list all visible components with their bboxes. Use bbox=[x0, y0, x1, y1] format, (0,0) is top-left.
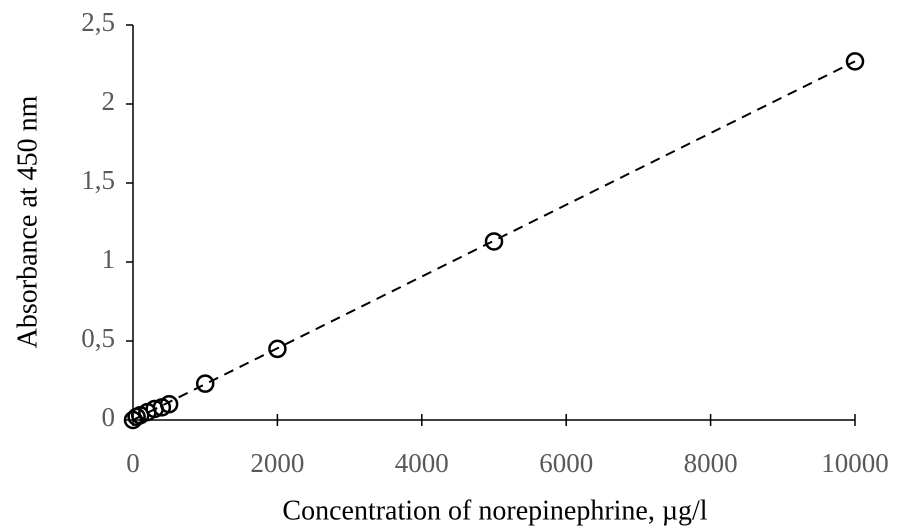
y-tick-label: 0,5 bbox=[81, 323, 115, 353]
y-tick-label: 2 bbox=[102, 86, 116, 116]
y-tick-label: 1 bbox=[102, 244, 116, 274]
data-point bbox=[159, 394, 179, 414]
data-point bbox=[195, 374, 215, 393]
data-point bbox=[845, 52, 865, 71]
data-point bbox=[484, 232, 504, 251]
y-tick-label: 0 bbox=[102, 402, 116, 432]
x-tick-label: 4000 bbox=[395, 448, 449, 478]
x-tick-label: 0 bbox=[126, 448, 140, 478]
x-tick-label: 10000 bbox=[821, 448, 889, 478]
y-tick-label: 2,5 bbox=[81, 7, 115, 37]
x-tick-label: 6000 bbox=[539, 448, 593, 478]
x-axis-title: Concentration of norepinephrine, µg/l bbox=[282, 495, 707, 526]
x-tick-label: 2000 bbox=[250, 448, 304, 478]
x-tick-label: 8000 bbox=[684, 448, 738, 478]
trendline bbox=[132, 60, 856, 421]
y-tick-label: 1,5 bbox=[81, 165, 115, 195]
data-point bbox=[268, 339, 287, 359]
y-axis-title: Absorbance at 450 nm bbox=[12, 95, 43, 348]
